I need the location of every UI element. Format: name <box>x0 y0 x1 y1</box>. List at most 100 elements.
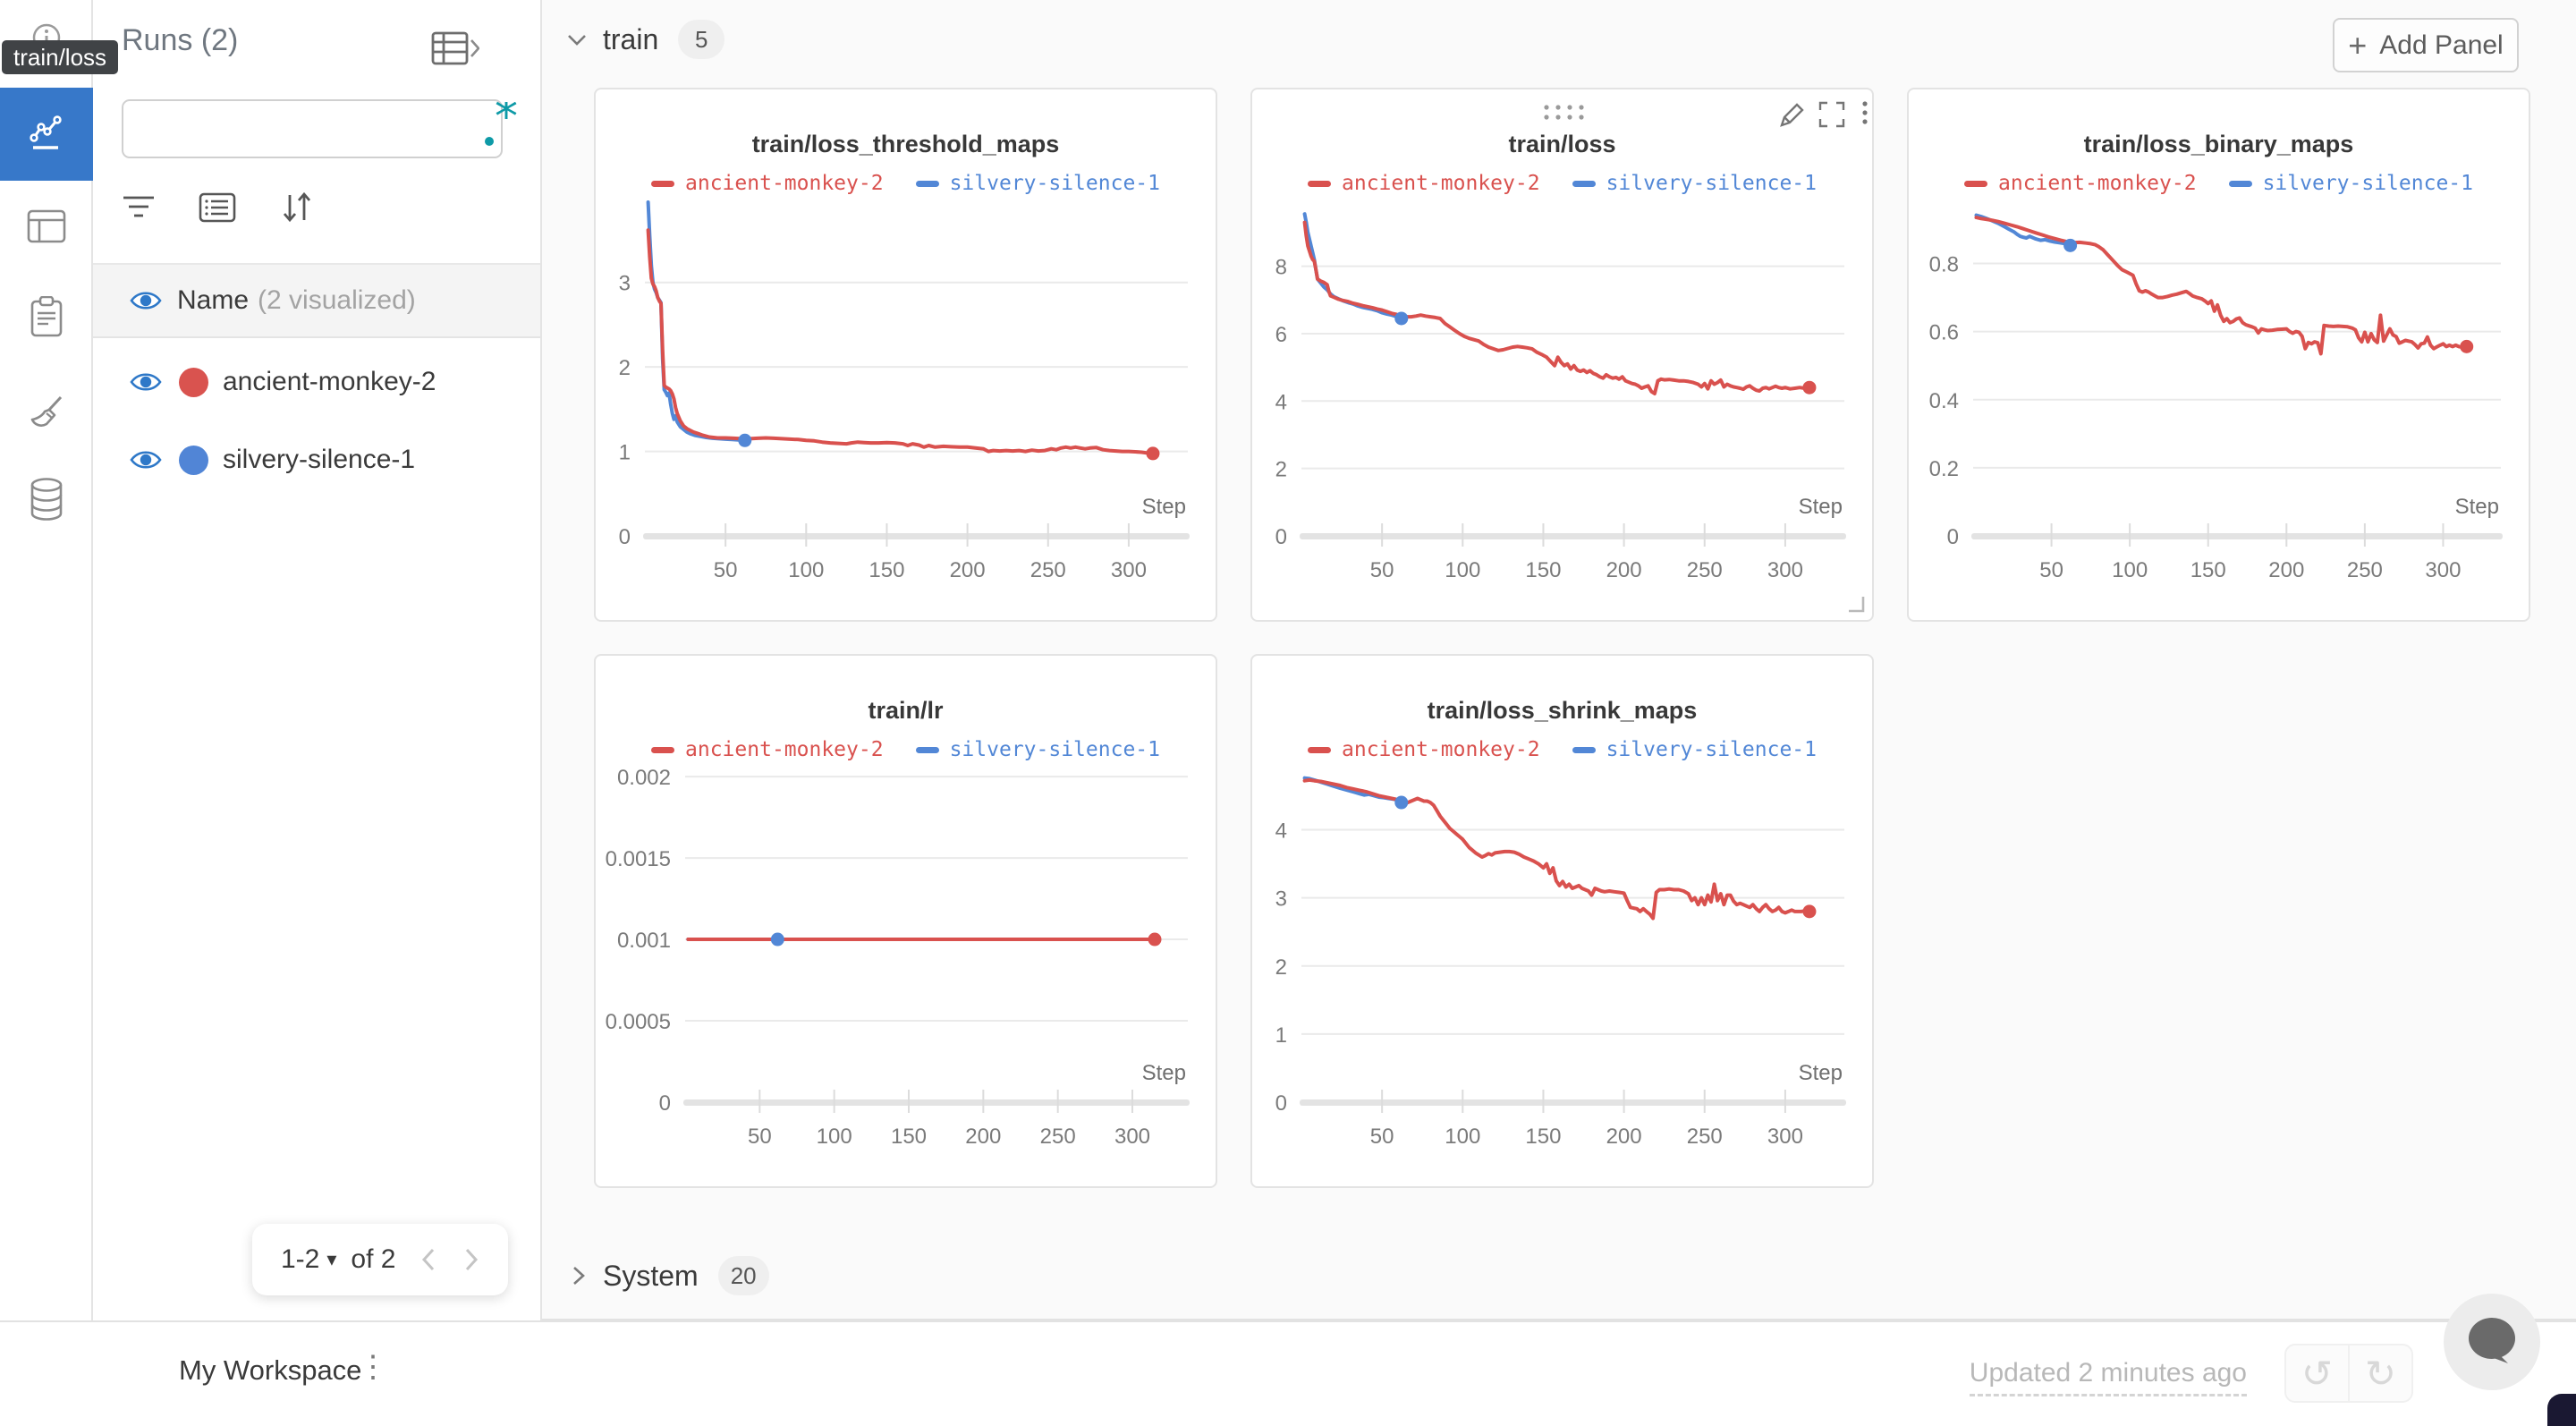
svg-text:100: 100 <box>817 1125 852 1149</box>
run-color-dot <box>179 445 208 475</box>
eye-icon[interactable] <box>129 369 163 395</box>
svg-text:0.001: 0.001 <box>617 929 671 953</box>
svg-text:250: 250 <box>1030 558 1066 582</box>
plus-icon: + <box>2348 26 2368 64</box>
drag-handle-icon[interactable] <box>1579 115 1584 120</box>
add-panel-button[interactable]: + Add Panel <box>2333 18 2519 72</box>
chevron-down-icon <box>568 35 586 46</box>
runs-pagination: 1-2 ▾ of 2 <box>252 1224 508 1295</box>
chart-plot: 0 1 2 3 50 100 150 200 250 300 Step <box>619 200 1190 582</box>
svg-text:300: 300 <box>1767 1125 1803 1149</box>
svg-text:0: 0 <box>659 1091 671 1116</box>
chart-panel-train-loss-shrink-maps[interactable]: train/loss_shrink_maps ancient-monkey-2 si… <box>1250 654 1874 1188</box>
intercom-launcher-corner[interactable] <box>2547 1394 2576 1426</box>
svg-text:0: 0 <box>1275 1091 1287 1116</box>
legend-swatch <box>1572 746 1596 753</box>
run-list-toolbar <box>122 182 417 233</box>
add-panel-label: Add Panel <box>2379 30 2504 60</box>
search-input[interactable] <box>145 114 471 144</box>
drag-handle-icon[interactable] <box>1579 105 1584 110</box>
nav-sweeps-tab[interactable] <box>0 367 93 460</box>
svg-text:2: 2 <box>619 356 631 380</box>
run-search: * <box>122 99 518 158</box>
legend-item: ancient-monkey-2 <box>1308 172 1540 195</box>
svg-text:0.4: 0.4 <box>1929 389 1959 413</box>
drag-handle-icon[interactable] <box>1555 115 1561 120</box>
chart-panel-train-lr[interactable]: train/lr ancient-monkey-2 silvery-silence-… <box>594 654 1217 1188</box>
chart-legend: ancient-monkey-2 silvery-silence-1 <box>1252 172 1872 195</box>
svg-text:0.6: 0.6 <box>1929 321 1959 345</box>
run-row-silvery-silence-1[interactable]: silvery-silence-1 <box>93 421 540 498</box>
svg-text:Step: Step <box>1142 1061 1186 1085</box>
nav-logs-tab[interactable] <box>0 271 93 364</box>
nav-charts-tab[interactable] <box>0 88 93 181</box>
page-range-dropdown[interactable]: 1-2 <box>281 1244 320 1274</box>
panel-resize-handle[interactable] <box>1845 593 1867 615</box>
updated-status[interactable]: Updated 2 minutes ago <box>1969 1358 2247 1396</box>
svg-text:2: 2 <box>1275 955 1287 980</box>
svg-text:200: 200 <box>950 558 986 582</box>
section-count-badge: 5 <box>678 20 725 59</box>
eye-icon[interactable] <box>129 288 163 313</box>
svg-text:4: 4 <box>1275 390 1287 414</box>
open-runs-table-button[interactable] <box>431 27 513 70</box>
eye-icon[interactable] <box>129 447 163 472</box>
workspace-menu-button[interactable]: ⋮ <box>358 1350 388 1384</box>
run-color-dot <box>179 367 208 397</box>
panel-menu-icon[interactable] <box>1862 101 1868 124</box>
train-section-header[interactable]: train 5 <box>565 20 725 59</box>
chart-panel-train-loss-threshold-maps[interactable]: train/loss_threshold_maps ancient-monkey-… <box>594 88 1217 622</box>
filter-icon[interactable] <box>122 192 157 223</box>
svg-text:100: 100 <box>1445 1125 1480 1149</box>
legend-run-name: silvery-silence-1 <box>949 738 1160 761</box>
legend-swatch <box>1964 180 1988 187</box>
drag-handle-icon[interactable] <box>1567 105 1572 110</box>
svg-text:100: 100 <box>788 558 824 582</box>
nav-table-tab[interactable] <box>0 180 93 273</box>
svg-text:200: 200 <box>1606 558 1642 582</box>
edit-panel-icon[interactable] <box>1780 103 1804 127</box>
undo-button[interactable]: ↺ <box>2286 1345 2350 1401</box>
svg-text:150: 150 <box>869 558 904 582</box>
drag-handle-icon[interactable] <box>1544 115 1549 120</box>
legend-item: silvery-silence-1 <box>915 172 1160 195</box>
clipboard-icon <box>30 296 63 337</box>
legend-swatch <box>915 180 939 187</box>
sort-icon[interactable] <box>277 190 317 225</box>
broom-icon <box>30 395 63 427</box>
chart-title: train/lr <box>868 697 944 724</box>
svg-text:4: 4 <box>1275 819 1287 844</box>
legend-item: ancient-monkey-2 <box>1964 172 2197 195</box>
system-section-header[interactable]: System 20 <box>569 1256 769 1295</box>
legend-item: silvery-silence-1 <box>915 738 1160 761</box>
prev-page-button[interactable] <box>419 1246 438 1273</box>
drag-handle-icon[interactable] <box>1555 105 1561 110</box>
group-list-icon[interactable] <box>199 192 236 223</box>
legend-run-name: silvery-silence-1 <box>1606 738 1817 761</box>
chart-plot: 0 2 4 6 8 50 100 150 200 250 300 Step <box>1275 212 1846 582</box>
visualized-count: (2 visualized) <box>258 285 416 315</box>
legend-run-name: ancient-monkey-2 <box>1342 738 1540 761</box>
left-nav-rail <box>0 0 93 1320</box>
workspace-main: train 5 + Add Panel train/loss_threshold… <box>542 0 2576 1320</box>
svg-text:2: 2 <box>1275 458 1287 482</box>
svg-text:Step: Step <box>1142 495 1186 519</box>
caret-down-icon[interactable]: ▾ <box>326 1248 337 1270</box>
drag-handle-icon[interactable] <box>1567 115 1572 120</box>
fullscreen-icon[interactable] <box>1818 101 1845 128</box>
svg-text:0.0015: 0.0015 <box>606 847 671 871</box>
regex-toggle-button[interactable]: * <box>471 102 525 156</box>
redo-button[interactable]: ↻ <box>2364 1352 2397 1395</box>
svg-text:0: 0 <box>619 525 631 549</box>
svg-text:100: 100 <box>1445 558 1480 582</box>
nav-artifacts-tab[interactable] <box>0 453 93 546</box>
drag-handle-icon[interactable] <box>1544 105 1549 110</box>
name-column-label: Name <box>177 285 250 315</box>
svg-text:150: 150 <box>891 1125 927 1149</box>
chart-panel-train-loss[interactable]: train/loss ancient-monkey-2 silvery-silenc… <box>1250 88 1874 622</box>
chart-panel-train-loss-binary-maps[interactable]: train/loss_binary_maps ancient-monkey-2 si… <box>1907 88 2530 622</box>
next-page-button[interactable] <box>462 1246 481 1273</box>
chat-fab[interactable] <box>2444 1294 2540 1390</box>
svg-text:200: 200 <box>1606 1125 1642 1149</box>
run-row-ancient-monkey-2[interactable]: ancient-monkey-2 <box>93 344 540 420</box>
